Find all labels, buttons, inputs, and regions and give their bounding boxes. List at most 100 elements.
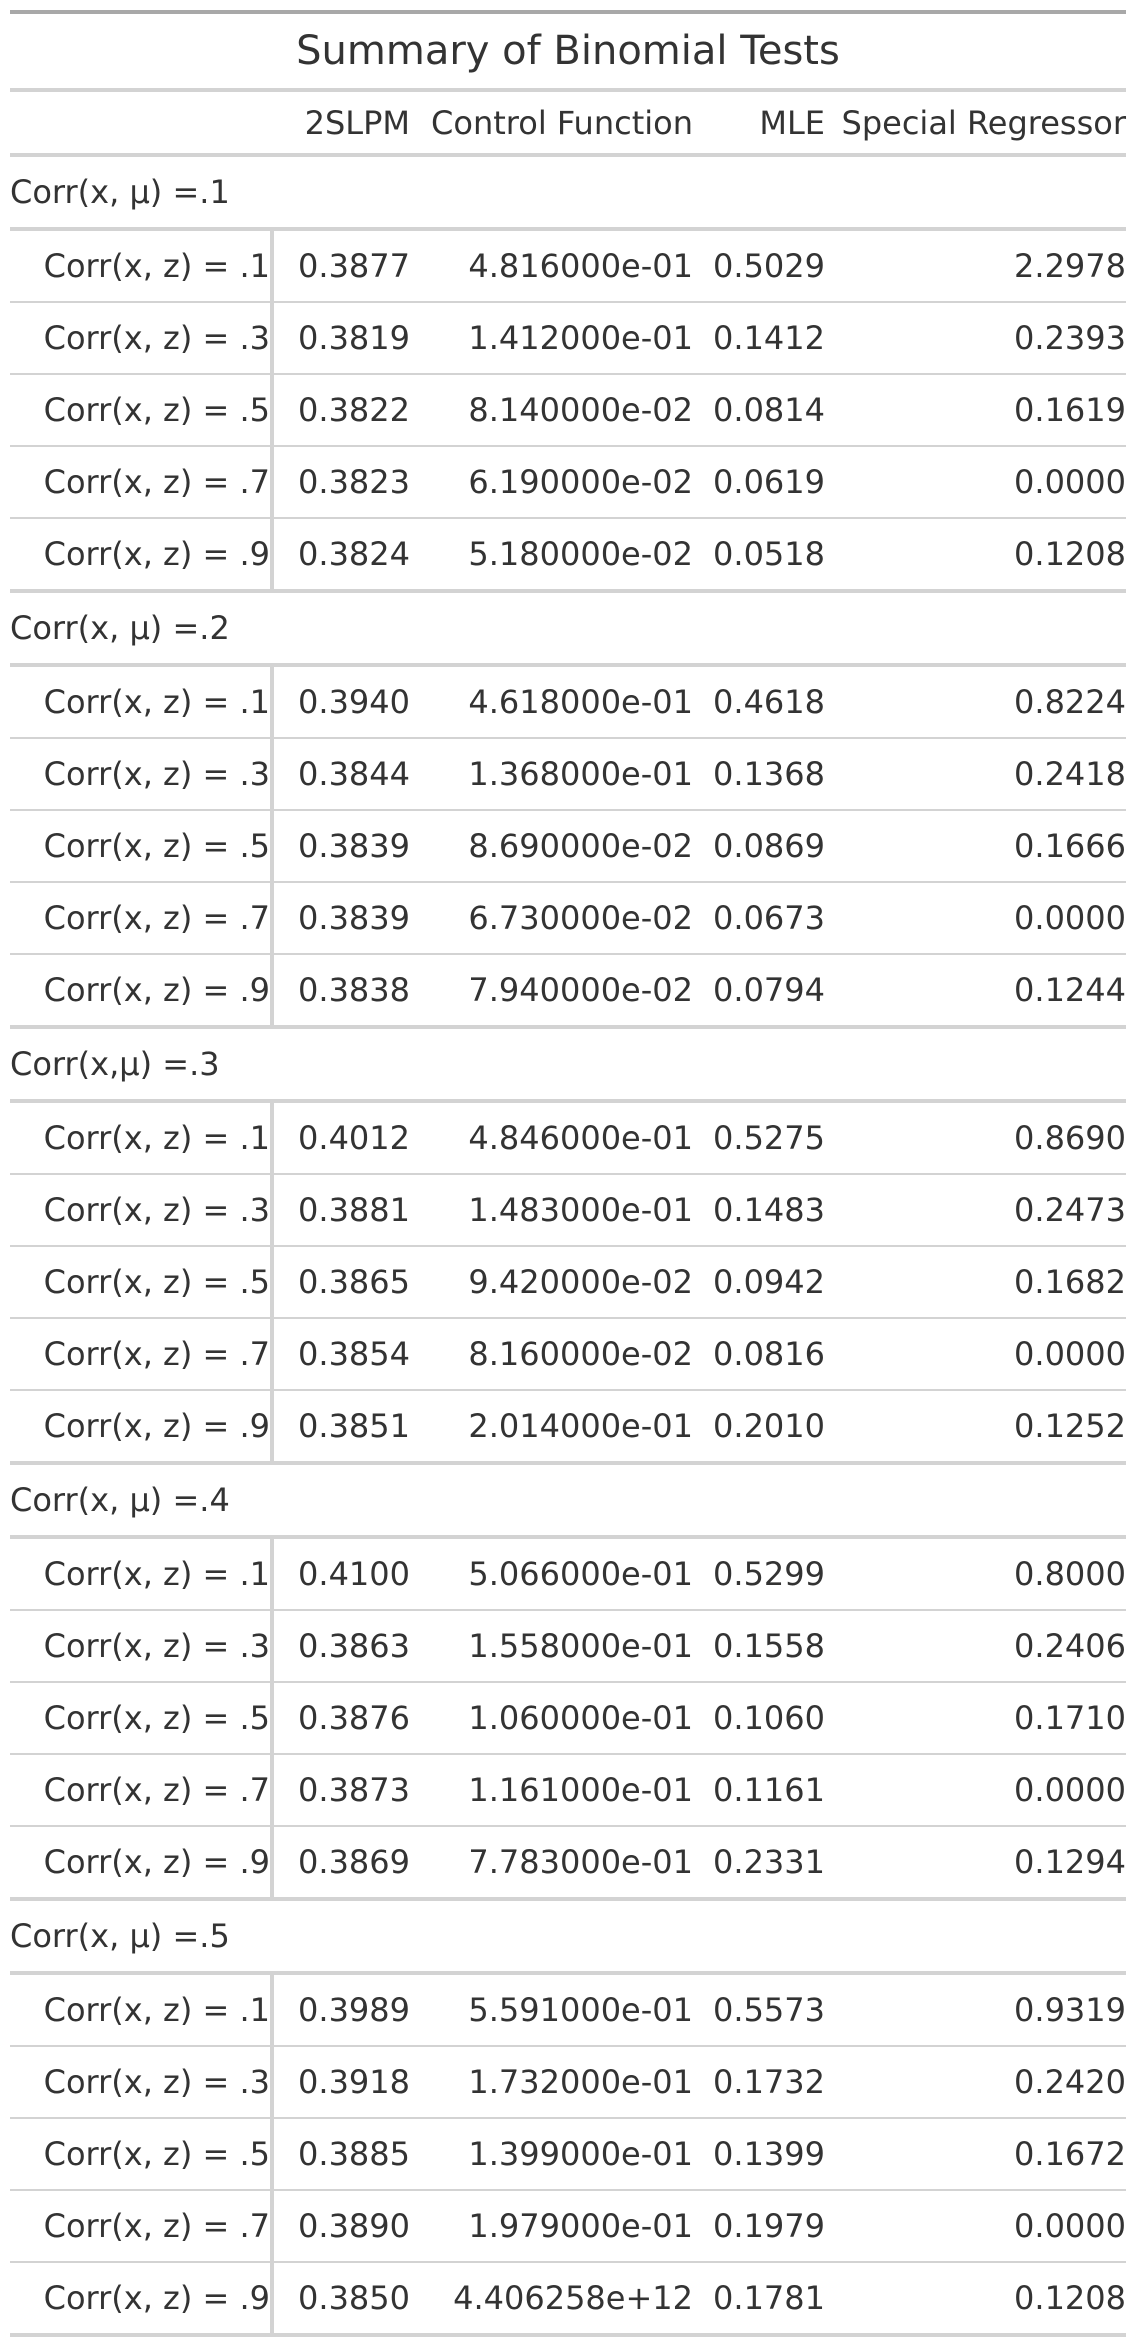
row-label: Corr(x, z) = .9 bbox=[10, 1826, 274, 1901]
row-label: Corr(x, z) = .5 bbox=[10, 810, 274, 883]
cell-mle: 0.0942 bbox=[693, 1246, 825, 1319]
summary-table: Summary of Binomial Tests 2SLPM Control … bbox=[10, 10, 1126, 2337]
row-label: Corr(x, z) = .7 bbox=[10, 882, 274, 955]
cell-special-regressor: 0.2393 bbox=[825, 302, 1126, 375]
table-row: Corr(x, z) = .7 0.3823 6.190000e-02 0.0619 0… bbox=[10, 446, 1126, 519]
cell-control-function: 2.014000e-01 bbox=[410, 1390, 693, 1465]
cell-mle: 0.0816 bbox=[693, 1318, 825, 1391]
cell-2slpm: 0.3824 bbox=[272, 518, 410, 593]
row-label: Corr(x, z) = .1 bbox=[10, 665, 274, 739]
cell-2slpm: 0.3863 bbox=[272, 1610, 410, 1683]
cell-2slpm: 0.3839 bbox=[272, 882, 410, 955]
cell-mle: 0.0794 bbox=[693, 954, 825, 1029]
cell-mle: 0.2331 bbox=[693, 1826, 825, 1901]
cell-2slpm: 0.3850 bbox=[272, 2262, 410, 2337]
column-header-mle: MLE bbox=[693, 90, 825, 157]
cell-mle: 0.1368 bbox=[693, 738, 825, 811]
cell-control-function: 1.558000e-01 bbox=[410, 1610, 693, 1683]
row-label: Corr(x, z) = .3 bbox=[10, 2046, 274, 2119]
cell-control-function: 7.783000e-01 bbox=[410, 1826, 693, 1901]
cell-special-regressor: 0.0000 bbox=[825, 1754, 1126, 1827]
group-label: Corr(x, μ) =.5 bbox=[10, 1899, 1126, 1975]
cell-mle: 0.1979 bbox=[693, 2190, 825, 2263]
cell-special-regressor: 0.2406 bbox=[825, 1610, 1126, 1683]
row-label: Corr(x, z) = .5 bbox=[10, 2118, 274, 2191]
cell-special-regressor: 0.8224 bbox=[825, 665, 1126, 739]
cell-2slpm: 0.3869 bbox=[272, 1826, 410, 1901]
cell-2slpm: 0.3885 bbox=[272, 2118, 410, 2191]
cell-special-regressor: 0.0000 bbox=[825, 1318, 1126, 1391]
cell-2slpm: 0.3851 bbox=[272, 1390, 410, 1465]
column-header-2slpm: 2SLPM bbox=[272, 90, 410, 157]
table-row: Corr(x, z) = .3 0.3881 1.483000e-01 0.1483 0… bbox=[10, 1174, 1126, 1247]
cell-control-function: 6.730000e-02 bbox=[410, 882, 693, 955]
cell-2slpm: 0.3881 bbox=[272, 1174, 410, 1247]
cell-mle: 0.0814 bbox=[693, 374, 825, 447]
cell-special-regressor: 0.8000 bbox=[825, 1537, 1126, 1611]
cell-2slpm: 0.3865 bbox=[272, 1246, 410, 1319]
cell-mle: 0.5275 bbox=[693, 1101, 825, 1175]
cell-special-regressor: 0.1244 bbox=[825, 954, 1126, 1029]
cell-2slpm: 0.3877 bbox=[272, 229, 410, 303]
table-row: Corr(x, z) = .9 0.3851 2.014000e-01 0.2010 0… bbox=[10, 1390, 1126, 1465]
table-row: Corr(x, z) = .1 0.3940 4.618000e-01 0.4618 0… bbox=[10, 665, 1126, 739]
cell-special-regressor: 0.1710 bbox=[825, 1682, 1126, 1755]
table-row: Corr(x, z) = .5 0.3876 1.060000e-01 0.1060 0… bbox=[10, 1682, 1126, 1755]
table-row: Corr(x, z) = .1 0.4012 4.846000e-01 0.5275 0… bbox=[10, 1101, 1126, 1175]
row-label: Corr(x, z) = .5 bbox=[10, 1682, 274, 1755]
column-header-stub bbox=[10, 90, 272, 157]
cell-special-regressor: 0.9319 bbox=[825, 1973, 1126, 2047]
cell-2slpm: 0.3890 bbox=[272, 2190, 410, 2263]
cell-2slpm: 0.3844 bbox=[272, 738, 410, 811]
cell-control-function: 1.483000e-01 bbox=[410, 1174, 693, 1247]
table-row: Corr(x, z) = .5 0.3865 9.420000e-02 0.0942 0… bbox=[10, 1246, 1126, 1319]
row-label: Corr(x, z) = .1 bbox=[10, 1973, 274, 2047]
column-header-control-function: Control Function bbox=[410, 90, 693, 157]
table-row: Corr(x, z) = .7 0.3839 6.730000e-02 0.0673 0… bbox=[10, 882, 1126, 955]
cell-special-regressor: 0.0000 bbox=[825, 2190, 1126, 2263]
cell-control-function: 6.190000e-02 bbox=[410, 446, 693, 519]
row-label: Corr(x, z) = .3 bbox=[10, 1610, 274, 1683]
table-row: Corr(x, z) = .5 0.3885 1.399000e-01 0.1399 0… bbox=[10, 2118, 1126, 2191]
table-row: Corr(x, z) = .7 0.3854 8.160000e-02 0.0816 0… bbox=[10, 1318, 1126, 1391]
row-label: Corr(x, z) = .3 bbox=[10, 302, 274, 375]
cell-mle: 0.1412 bbox=[693, 302, 825, 375]
cell-mle: 0.1399 bbox=[693, 2118, 825, 2191]
cell-2slpm: 0.3822 bbox=[272, 374, 410, 447]
cell-mle: 0.5573 bbox=[693, 1973, 825, 2047]
cell-2slpm: 0.3989 bbox=[272, 1973, 410, 2047]
cell-mle: 0.1161 bbox=[693, 1754, 825, 1827]
group-label: Corr(x, μ) =.4 bbox=[10, 1463, 1126, 1539]
cell-2slpm: 0.3876 bbox=[272, 1682, 410, 1755]
cell-special-regressor: 0.1208 bbox=[825, 2262, 1126, 2337]
cell-2slpm: 0.3823 bbox=[272, 446, 410, 519]
cell-mle: 0.1060 bbox=[693, 1682, 825, 1755]
table-row: Corr(x, z) = .1 0.4100 5.066000e-01 0.5299 0… bbox=[10, 1537, 1126, 1611]
cell-mle: 0.5029 bbox=[693, 229, 825, 303]
row-label: Corr(x, z) = .5 bbox=[10, 1246, 274, 1319]
row-label: Corr(x, z) = .1 bbox=[10, 229, 274, 303]
group-label: Corr(x, μ) =.2 bbox=[10, 591, 1126, 667]
group-label: Corr(x,μ) =.3 bbox=[10, 1027, 1126, 1103]
row-label: Corr(x, z) = .7 bbox=[10, 446, 274, 519]
cell-control-function: 1.732000e-01 bbox=[410, 2046, 693, 2119]
cell-mle: 0.2010 bbox=[693, 1390, 825, 1465]
cell-control-function: 1.368000e-01 bbox=[410, 738, 693, 811]
table-row: Corr(x, z) = .9 0.3850 4.406258e+12 0.1781 0… bbox=[10, 2262, 1126, 2337]
row-label: Corr(x, z) = .9 bbox=[10, 954, 274, 1029]
group-header-row: Corr(x, μ) =.5 bbox=[10, 1899, 1126, 1975]
cell-2slpm: 0.3839 bbox=[272, 810, 410, 883]
cell-2slpm: 0.4100 bbox=[272, 1537, 410, 1611]
cell-control-function: 1.060000e-01 bbox=[410, 1682, 693, 1755]
cell-special-regressor: 0.1619 bbox=[825, 374, 1126, 447]
row-label: Corr(x, z) = .3 bbox=[10, 1174, 274, 1247]
cell-mle: 0.0619 bbox=[693, 446, 825, 519]
cell-special-regressor: 0.2420 bbox=[825, 2046, 1126, 2119]
row-label: Corr(x, z) = .7 bbox=[10, 1318, 274, 1391]
cell-2slpm: 0.3873 bbox=[272, 1754, 410, 1827]
table-row: Corr(x, z) = .1 0.3877 4.816000e-01 0.5029 2… bbox=[10, 229, 1126, 303]
column-header-row: 2SLPM Control Function MLE Special Regre… bbox=[10, 90, 1126, 157]
cell-mle: 0.1483 bbox=[693, 1174, 825, 1247]
row-label: Corr(x, z) = .7 bbox=[10, 2190, 274, 2263]
group-label: Corr(x, μ) =.1 bbox=[10, 155, 1126, 231]
